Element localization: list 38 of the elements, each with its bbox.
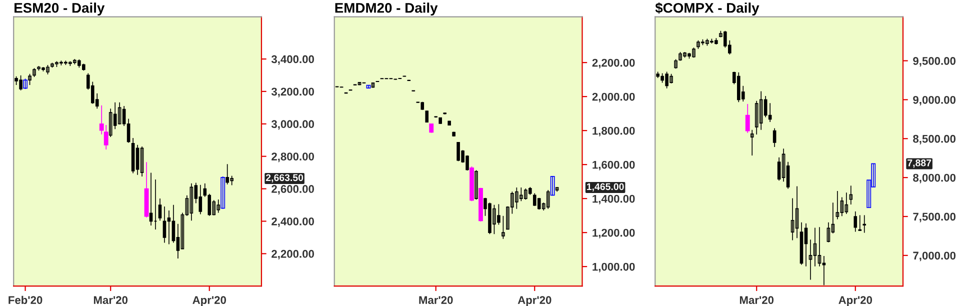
y-tick-label: 2,800.00 [272,152,314,162]
y-tick-label: 1,000.00 [592,262,635,272]
candlestick [470,166,474,202]
x-tick-label: Mar'20 [94,296,128,304]
y-tick-label: 2,000.00 [592,92,635,102]
y-tick-label: 1,800.00 [592,126,635,136]
x-tick-label: Apr'20 [518,296,552,306]
x-tick-label: Apr'20 [192,296,226,306]
y-tick-label: 7,000.00 [913,252,956,262]
y-tick-label: 1,200.00 [592,228,635,238]
x-tick-label: Feb'20 [8,296,42,304]
text: 1,465.00 [587,183,624,192]
candlestick [23,78,28,90]
candlestick [502,215,505,240]
y-tick-label: 2,400.00 [272,217,314,227]
y-tick-label: 1,600.00 [592,160,635,170]
text: 2,663.50 [266,174,304,182]
x-tick-label: Mar'20 [419,296,453,304]
y-tick-label: 8,000.00 [913,174,956,184]
y-tick-label: 3,200.00 [271,88,314,98]
y-tick-label: 7,500.00 [913,212,956,222]
y-tick-label: 2,600.00 [272,185,314,195]
chart-title: EMDM20 - Daily [335,2,438,16]
chart-title: ESM20 - Daily [14,2,105,16]
chart-title: $COMPX - Daily [655,2,760,16]
y-tick-label: 9,000.00 [913,96,956,106]
y-tick-label: 2,200.00 [592,58,635,68]
x-tick-label: Apr'20 [838,296,872,306]
y-tick-label: 2,200.00 [272,250,314,260]
candlestick [478,187,483,222]
y-tick-label: 9,500.00 [913,57,956,66]
y-tick-label: 3,400.00 [271,55,314,65]
x-tick-label: Mar'20 [740,296,774,304]
y-tick-label: 8,500.00 [913,134,956,144]
y-tick-label: 1,400.00 [592,194,635,204]
candlestick [474,170,478,200]
y-tick-label: 3,000.00 [271,120,314,130]
text: 7,887 [908,159,932,168]
